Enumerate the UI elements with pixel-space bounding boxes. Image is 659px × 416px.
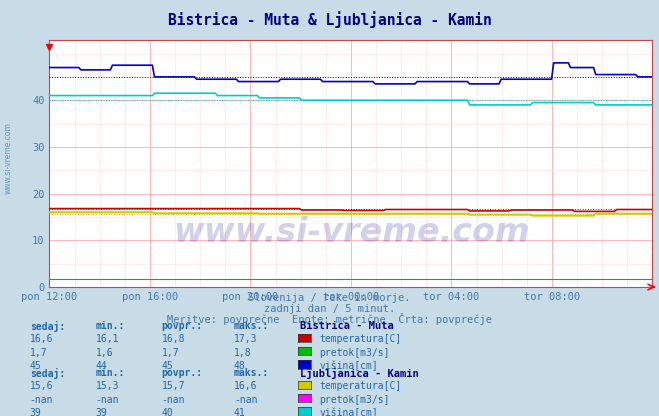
Text: temperatura[C]: temperatura[C] (320, 381, 402, 391)
Text: 44: 44 (96, 361, 107, 371)
Text: temperatura[C]: temperatura[C] (320, 334, 402, 344)
Text: zadnji dan / 5 minut.: zadnji dan / 5 minut. (264, 304, 395, 314)
Text: min.:: min.: (96, 368, 125, 378)
Text: Slovenija / reke in morje.: Slovenija / reke in morje. (248, 293, 411, 303)
Text: 15,3: 15,3 (96, 381, 119, 391)
Text: 1,7: 1,7 (161, 348, 179, 358)
Text: www.si-vreme.com: www.si-vreme.com (3, 122, 13, 194)
Text: 41: 41 (234, 408, 246, 416)
Text: 39: 39 (96, 408, 107, 416)
Text: 1,7: 1,7 (30, 348, 47, 358)
Text: povpr.:: povpr.: (161, 368, 202, 378)
Text: 48: 48 (234, 361, 246, 371)
Text: pretok[m3/s]: pretok[m3/s] (320, 348, 390, 358)
Text: Bistrica - Muta: Bistrica - Muta (300, 321, 393, 331)
Text: Meritve: povprečne  Enote: metrične  Črta: povprečje: Meritve: povprečne Enote: metrične Črta:… (167, 313, 492, 325)
Text: 16,8: 16,8 (161, 334, 185, 344)
Text: 45: 45 (30, 361, 42, 371)
Text: 45: 45 (161, 361, 173, 371)
Text: 1,6: 1,6 (96, 348, 113, 358)
Text: min.:: min.: (96, 321, 125, 331)
Text: višina[cm]: višina[cm] (320, 408, 378, 416)
Text: sedaj:: sedaj: (30, 368, 65, 379)
Text: Ljubljanica - Kamin: Ljubljanica - Kamin (300, 368, 418, 379)
Text: 1,8: 1,8 (234, 348, 252, 358)
Text: -nan: -nan (161, 395, 185, 405)
Text: 16,6: 16,6 (30, 334, 53, 344)
Text: 16,1: 16,1 (96, 334, 119, 344)
Text: www.si-vreme.com: www.si-vreme.com (173, 216, 529, 249)
Text: 39: 39 (30, 408, 42, 416)
Text: 17,3: 17,3 (234, 334, 258, 344)
Text: maks.:: maks.: (234, 321, 269, 331)
Text: Bistrica - Muta & Ljubljanica - Kamin: Bistrica - Muta & Ljubljanica - Kamin (167, 12, 492, 28)
Text: višina[cm]: višina[cm] (320, 361, 378, 371)
Text: 15,7: 15,7 (161, 381, 185, 391)
Text: maks.:: maks.: (234, 368, 269, 378)
Text: 15,6: 15,6 (30, 381, 53, 391)
Text: 16,6: 16,6 (234, 381, 258, 391)
Text: pretok[m3/s]: pretok[m3/s] (320, 395, 390, 405)
Text: -nan: -nan (234, 395, 258, 405)
Text: -nan: -nan (96, 395, 119, 405)
Text: povpr.:: povpr.: (161, 321, 202, 331)
Text: -nan: -nan (30, 395, 53, 405)
Text: 40: 40 (161, 408, 173, 416)
Text: sedaj:: sedaj: (30, 321, 65, 332)
